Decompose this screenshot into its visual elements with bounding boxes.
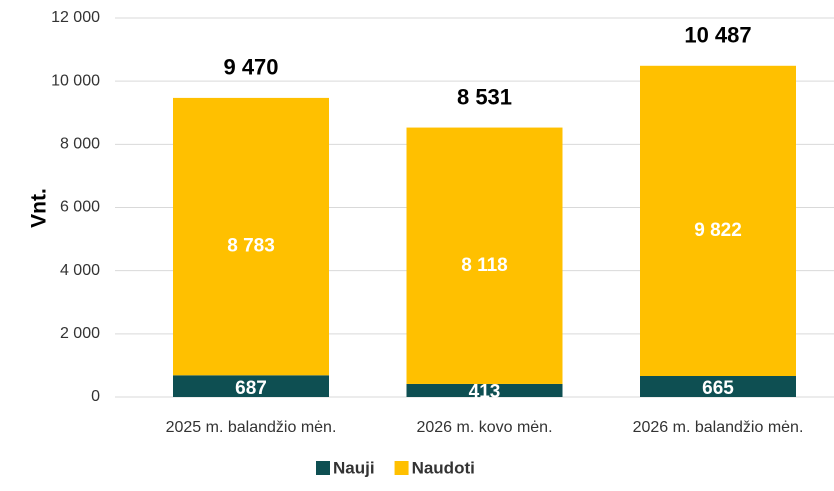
y-tick-label: 2 000 <box>60 325 100 342</box>
legend-label: Naudoti <box>412 458 475 477</box>
legend-swatch <box>394 461 409 475</box>
x-tick-label: 2026 m. kovo mėn. <box>416 419 552 436</box>
value-label: 413 <box>469 381 501 402</box>
y-tick-label: 10 000 <box>51 72 100 89</box>
total-label: 8 531 <box>457 84 512 109</box>
legend-swatch <box>316 461 330 475</box>
y-axis-label: Vnt. <box>28 188 51 228</box>
y-tick-label: 0 <box>91 388 100 405</box>
bar-segment <box>406 127 563 384</box>
total-label: 10 487 <box>684 23 751 48</box>
bar-segment <box>173 375 329 397</box>
value-label: 8 783 <box>227 236 275 257</box>
legend-label: Nauji <box>333 458 375 477</box>
bar-segment <box>640 375 796 397</box>
bar-segment <box>406 383 563 397</box>
y-tick-label: 6 000 <box>60 199 100 216</box>
total-label: 9 470 <box>223 55 278 80</box>
x-tick-label: 2025 m. balandžio mėn. <box>166 419 337 436</box>
value-label: 9 822 <box>694 220 742 241</box>
value-label: 687 <box>235 378 267 399</box>
y-tick-label: 8 000 <box>60 136 100 153</box>
bar-segment <box>173 97 329 376</box>
bar-segment <box>640 65 796 376</box>
y-tick-label: 12 000 <box>51 9 100 26</box>
y-tick-label: 4 000 <box>60 262 100 279</box>
value-label: 8 118 <box>461 255 508 276</box>
value-label: 665 <box>702 378 734 399</box>
x-tick-label: 2026 m. balandžio mėn. <box>633 419 804 436</box>
